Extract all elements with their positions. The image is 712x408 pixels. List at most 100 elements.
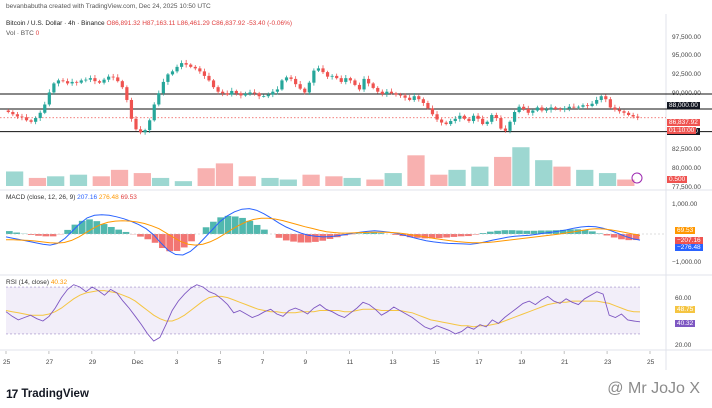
candle-body xyxy=(325,72,330,77)
ticker-title: Bitcoin / U.S. Dollar · 4h · Binance xyxy=(6,20,105,27)
volume-bar xyxy=(512,147,530,186)
macd-histogram-bar xyxy=(632,234,640,241)
volume-bar xyxy=(279,179,297,186)
candle-body xyxy=(97,81,102,83)
candle-body xyxy=(631,115,635,117)
macd-tick-label: −1,000.00 xyxy=(672,259,702,267)
candle-body xyxy=(563,108,567,110)
candle-body xyxy=(52,83,56,93)
candle-body xyxy=(540,107,544,111)
x-tick-label: 5 xyxy=(217,359,222,366)
candle-body xyxy=(56,80,61,84)
tradingview-logo-text: TradingView xyxy=(21,388,89,400)
price-level-badge: 88,000.00 xyxy=(667,102,700,110)
candle-body xyxy=(535,107,539,111)
macd-histogram-bar xyxy=(457,234,465,237)
macd-histogram-bar xyxy=(567,229,574,234)
macd-histogram-bar xyxy=(173,234,181,251)
macd-histogram-bar xyxy=(406,234,414,238)
candle-body xyxy=(353,80,357,85)
candle-body xyxy=(193,66,197,69)
x-tick-label: 3 xyxy=(174,359,179,366)
candle-body xyxy=(476,115,480,119)
candle-body xyxy=(15,114,19,117)
macd-histogram-bar xyxy=(231,216,239,234)
candle-body xyxy=(38,112,42,119)
candle-body xyxy=(289,77,293,79)
volume-bar xyxy=(471,166,489,186)
candle-body xyxy=(79,80,83,83)
x-tick-label: 29 xyxy=(88,359,97,366)
macd-histogram-bar xyxy=(42,234,50,237)
candle-body xyxy=(266,94,270,97)
macd-histogram-bar xyxy=(297,234,305,243)
rsi-value-badge: 40.32 xyxy=(675,319,696,327)
tradingview-logo-icon: 17 xyxy=(6,387,18,401)
candle-body xyxy=(581,105,585,107)
candle-body xyxy=(262,96,266,98)
price-tick-label: 77,500.00 xyxy=(672,184,701,191)
tradingview-logo[interactable]: 17 TradingView xyxy=(6,387,89,401)
price-tick-label: 97,500.00 xyxy=(672,33,701,41)
candle-body xyxy=(508,121,512,131)
macd-histogram-bar xyxy=(180,234,188,248)
macd-histogram-bar xyxy=(392,234,399,235)
macd-histogram-bar xyxy=(217,217,225,234)
macd-histogram-bar xyxy=(530,230,538,234)
candle-body xyxy=(362,78,366,90)
candle-body xyxy=(102,79,106,83)
macd-histogram-bar xyxy=(71,224,79,234)
candle-body xyxy=(284,77,289,81)
macd-histogram-bar xyxy=(246,220,254,234)
macd-histogram-bar xyxy=(144,234,152,240)
candle-body xyxy=(239,93,243,96)
candle-body xyxy=(184,63,188,65)
candle-body xyxy=(207,75,211,81)
candle-body xyxy=(531,110,535,113)
macd-histogram-bar xyxy=(618,234,625,240)
candle-body xyxy=(47,92,51,105)
candle-body xyxy=(257,93,261,97)
candle-body xyxy=(24,117,29,121)
volume-bar xyxy=(151,177,170,186)
macd-histogram-bar xyxy=(559,229,567,234)
candle-body xyxy=(148,120,152,131)
candle-body xyxy=(271,91,275,95)
macd-legend-signal: 276.48 xyxy=(98,194,119,201)
macd-histogram-bar xyxy=(78,220,86,234)
macd-histogram-bar xyxy=(202,227,210,234)
candle-body xyxy=(394,93,398,95)
candle-body xyxy=(294,78,298,85)
volume-bar xyxy=(343,177,361,186)
volume-bar xyxy=(430,174,448,186)
candle-body xyxy=(494,115,498,119)
macd-histogram-bar xyxy=(151,234,159,243)
candle-body xyxy=(198,68,202,72)
volume-bar xyxy=(366,179,384,186)
macd-signal-line xyxy=(6,217,641,246)
macd-histogram-bar xyxy=(435,234,443,239)
candle-body xyxy=(116,77,120,82)
candle-body xyxy=(6,110,10,113)
candle-body xyxy=(138,129,143,133)
rsi-tick-label: 20.00 xyxy=(675,341,692,349)
macd-legend: MACD (close, 12, 26, 9) 207.16 276.48 69… xyxy=(6,194,137,201)
candle-body xyxy=(398,94,403,96)
volume-bar xyxy=(598,173,617,186)
macd-histogram-bar xyxy=(166,234,174,252)
candle-body xyxy=(34,118,38,122)
candle-body xyxy=(20,116,24,118)
macd-histogram-bar xyxy=(49,234,57,237)
macd-histogram-bar xyxy=(501,230,509,234)
macd-histogram-bar xyxy=(523,230,531,234)
candle-body xyxy=(221,91,225,94)
candle-body xyxy=(572,106,576,108)
volume-bar xyxy=(535,160,553,186)
macd-histogram-bar xyxy=(588,231,596,234)
candle-body xyxy=(522,106,526,109)
candle-body xyxy=(462,115,466,119)
candle-body xyxy=(43,104,47,113)
macd-histogram-bar xyxy=(35,234,42,236)
candle-body xyxy=(339,78,343,82)
